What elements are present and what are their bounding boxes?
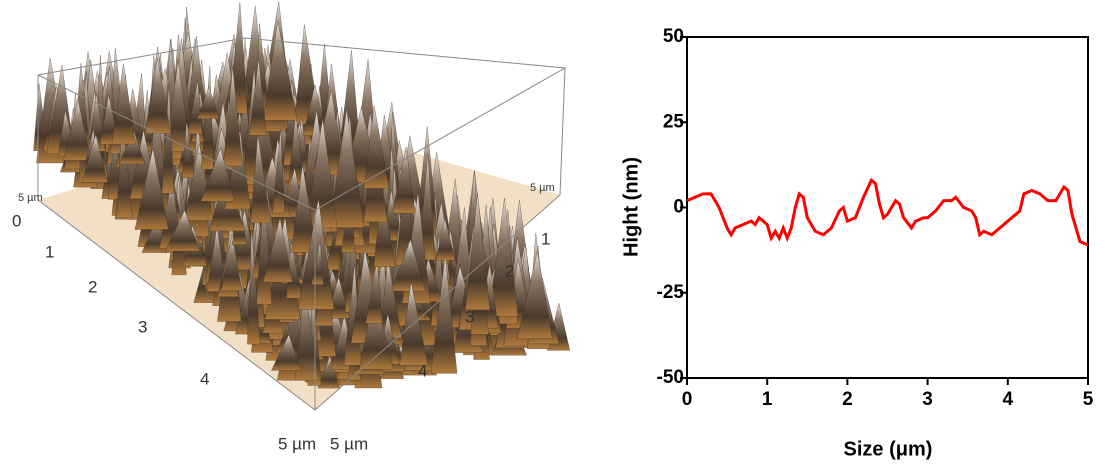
x-tick-label: 5 [1083, 389, 1094, 410]
surface-spike [365, 258, 383, 324]
surface-spike [118, 130, 146, 165]
surface-spike [63, 99, 92, 161]
surface-spike [390, 239, 426, 292]
y-tick-label: 25 [663, 111, 685, 132]
surface-spike [206, 226, 227, 292]
axis-label: 5 µm [330, 434, 368, 453]
x-tick-label: 4 [1003, 389, 1014, 410]
surface-spike [262, 20, 298, 121]
surface-spike [291, 164, 317, 253]
surface-spike [294, 284, 319, 381]
surface-spike [359, 292, 394, 370]
surface [33, 1, 571, 389]
x-tick-label: 2 [842, 389, 853, 410]
surface-spike [262, 218, 293, 283]
y-tick-label: -50 [657, 367, 684, 388]
surface-spike [200, 147, 235, 202]
surface-spike [196, 86, 220, 119]
x-axis-label: Size (μm) [844, 438, 933, 460]
axis-tick-label: 2 [505, 261, 514, 280]
surface-spike [81, 133, 108, 183]
surface-spike [272, 128, 285, 214]
surface-spike [297, 199, 335, 310]
surface-spike [223, 66, 243, 167]
y-tick-label: -25 [657, 282, 685, 303]
surface-spike [373, 187, 396, 267]
surface-spike [111, 63, 136, 145]
axis-tick-label: 4 [200, 369, 209, 388]
surface-spike [430, 254, 458, 374]
axis-tick-label: 4 [418, 361, 427, 380]
data-line [686, 177, 1089, 247]
axis-label: 5 µm [278, 434, 316, 453]
wireframe [37, 37, 567, 411]
axis-tick-label: 1 [45, 242, 54, 261]
y-tick-label: 50 [663, 26, 684, 47]
axis-tick-label: 3 [138, 317, 147, 336]
surface-spike [250, 134, 272, 224]
axis-tick-label: 0 [12, 211, 21, 230]
line-chart: Hight (nm) Size (μm) -50 -25 0 25 50 0 1 2 3 4 5 [620, 26, 1093, 460]
x-tick-label: 3 [922, 389, 933, 410]
x-tick-label: 0 [682, 389, 693, 410]
surface-spike [488, 198, 519, 317]
surface-spike [465, 193, 491, 311]
surface-spike [116, 113, 133, 218]
surface-spike [516, 251, 553, 339]
surface-spike [247, 227, 261, 345]
surface-spike [164, 209, 200, 252]
surface-spike [134, 148, 169, 230]
axis-tick-label: 2 [88, 277, 97, 296]
surface-spike [220, 234, 243, 291]
axis-end: 5 µm [18, 192, 43, 204]
plot-frame [686, 36, 1089, 379]
afm-panel: 5 µm 5 µm 5 µm 5 µm 0 1 2 3 4 1 2 3 4 [12, 1, 571, 453]
surface-spike [166, 60, 191, 152]
surface-spike [392, 146, 416, 214]
surface-spike [187, 80, 203, 135]
surface-spike [418, 153, 436, 261]
surface-spike [317, 355, 340, 389]
y-tick-label: 0 [673, 197, 684, 218]
surface-spike [329, 109, 365, 228]
axis-tick-label: 1 [541, 229, 550, 248]
surface-spike [311, 241, 324, 285]
y-axis-label: Hight (nm) [620, 157, 642, 257]
surface-spike [271, 334, 302, 371]
x-tick-label: 1 [762, 389, 773, 410]
axis-tick-label: 3 [465, 307, 474, 326]
axis-end: 5 µm [530, 182, 555, 194]
surface-spike [363, 105, 390, 189]
